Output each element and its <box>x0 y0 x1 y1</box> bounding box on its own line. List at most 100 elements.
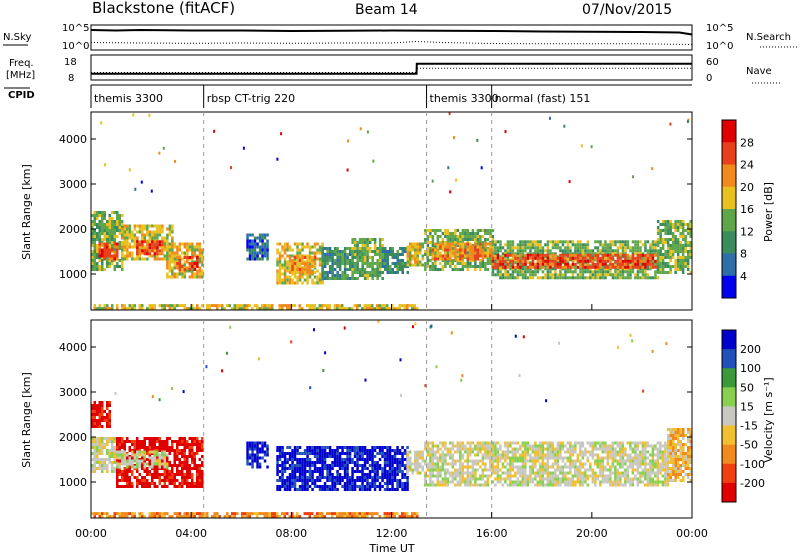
data-cell-6 <box>246 245 249 249</box>
data-cell-4 <box>171 254 174 258</box>
data-cell-7 <box>439 459 442 463</box>
data-cell-1 <box>106 416 109 419</box>
data-cell-2 <box>173 482 176 485</box>
data-cell-7 <box>286 275 289 279</box>
data-cell-2 <box>163 248 167 252</box>
data-cell-3 <box>163 453 166 457</box>
data-cell-10 <box>368 262 372 265</box>
data-cell-0 <box>106 452 109 455</box>
data-cell-7 <box>456 447 460 451</box>
data-cell-11 <box>401 253 404 256</box>
data-cell-2 <box>186 485 189 488</box>
data-cell-5 <box>291 470 294 473</box>
data-cell-18 <box>108 307 111 311</box>
data-cell-1 <box>103 257 106 261</box>
data-cell-15 <box>496 240 500 244</box>
data-cell-7 <box>424 459 427 463</box>
data-cell-14 <box>474 245 477 249</box>
data-cell-15 <box>554 246 557 250</box>
data-cell-0 <box>98 235 101 238</box>
data-cell-7 <box>431 456 435 460</box>
data-cell-16 <box>631 253 635 257</box>
data-cell-2 <box>138 254 142 258</box>
data-cell-7 <box>436 474 440 478</box>
data-cell-2 <box>171 236 174 240</box>
data-cell-7 <box>479 459 482 463</box>
data-cell-9 <box>341 262 344 265</box>
data-cell-15 <box>534 240 537 244</box>
data-cell-7 <box>298 275 302 279</box>
data-cell-4 <box>183 260 187 264</box>
data-cell-7 <box>426 444 430 448</box>
data-cell-5 <box>346 461 349 464</box>
noise-panel: N.Sky 10^5 10^0 10^5 10^0 N.Search <box>3 23 798 52</box>
data-cell-6 <box>266 242 269 246</box>
data-cell-1 <box>103 410 106 413</box>
data-cell-5 <box>288 488 292 491</box>
data-cell-7 <box>494 447 497 451</box>
data-cell-15 <box>554 276 557 280</box>
data-cell-5 <box>381 485 384 488</box>
data-cell-15 <box>559 240 562 244</box>
data-cell-7 <box>296 275 299 279</box>
data-cell-0 <box>111 244 114 247</box>
data-cell-13 <box>459 232 462 235</box>
data-cell-12 <box>409 260 412 264</box>
data-cell-4 <box>251 456 254 460</box>
data-cell-0 <box>91 220 94 223</box>
data-cell-7 <box>313 281 317 285</box>
data-cell-6 <box>256 236 259 240</box>
data-cell-0 <box>93 464 96 467</box>
data-cell-7 <box>444 462 447 466</box>
data-cell-10 <box>376 247 379 250</box>
data-cell-4 <box>191 248 194 252</box>
data-cell-4 <box>193 275 197 279</box>
data-cell-7 <box>461 456 465 460</box>
data-cell-2 <box>198 443 201 446</box>
data-cell-15 <box>526 240 530 244</box>
data-cell-2 <box>133 236 137 240</box>
data-cell-15 <box>621 240 625 244</box>
data-cell-2 <box>146 485 149 488</box>
data-cell-16 <box>619 256 622 260</box>
data-cell-0 <box>113 452 116 455</box>
data-cell-18 <box>103 307 106 311</box>
data-cell-5 <box>283 461 287 464</box>
data-cell-7 <box>429 468 432 472</box>
data-cell-15 <box>556 276 560 280</box>
data-cell-15 <box>539 246 542 250</box>
data-cell-15 <box>519 240 522 244</box>
data-cell-13 <box>474 238 477 241</box>
data-cell-7 <box>444 474 447 478</box>
data-cell-5 <box>346 485 349 488</box>
data-cell-6 <box>258 257 262 261</box>
data-cell-5 <box>298 452 302 455</box>
data-cell-17 <box>676 250 680 253</box>
data-cell-5 <box>293 482 297 485</box>
data-cell-17 <box>659 271 662 274</box>
data-cell-3 <box>166 453 169 457</box>
data-cell-15 <box>524 276 527 280</box>
data-cell-5 <box>403 458 407 461</box>
data-cell-17 <box>681 265 685 268</box>
data-cell-2 <box>118 473 121 476</box>
data-cell-1 <box>98 248 101 252</box>
data-cell-10 <box>361 274 364 277</box>
data-cell-15 <box>516 243 520 247</box>
data-cell-2 <box>186 455 189 458</box>
data-cell-7 <box>429 459 432 463</box>
data-cell-16 <box>631 259 635 263</box>
data-cell-2 <box>173 455 176 458</box>
data-cell-16 <box>524 253 527 257</box>
data-cell-7 <box>308 248 312 252</box>
data-cell-10 <box>356 277 359 280</box>
data-cell-0 <box>101 268 104 271</box>
data-cell-8 <box>306 271 309 274</box>
data-cell-10 <box>356 259 359 262</box>
data-cell-5 <box>348 455 352 458</box>
data-cell-2 <box>151 479 154 482</box>
data-cell-17 <box>666 256 670 259</box>
data-cell-7 <box>471 447 475 451</box>
data-cell-5 <box>333 458 337 461</box>
data-cell-15 <box>511 270 515 274</box>
